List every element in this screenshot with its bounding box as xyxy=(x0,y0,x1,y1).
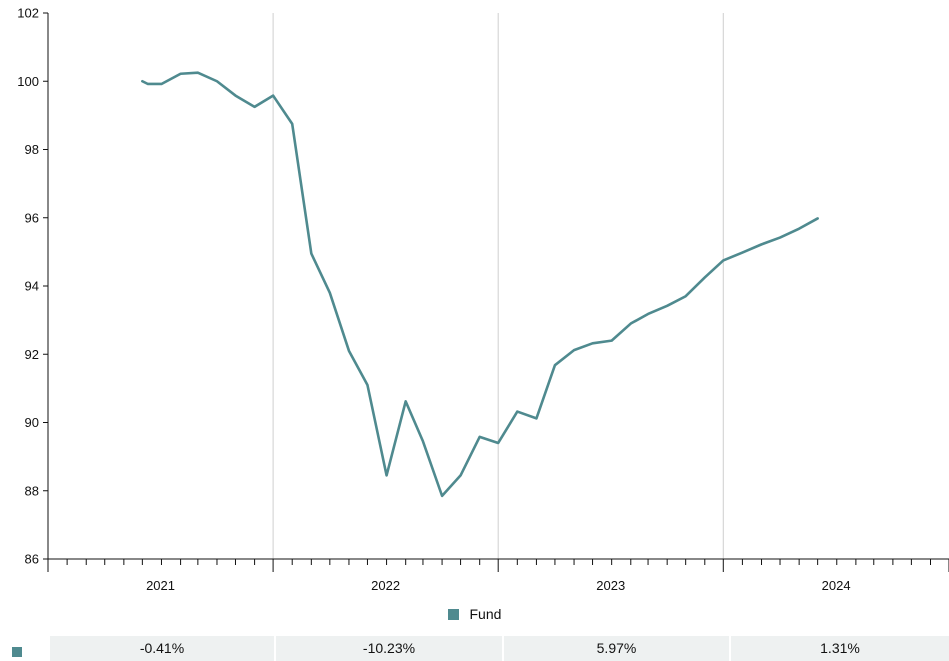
y-tick-label-92: 92 xyxy=(25,347,39,362)
y-tick-label-94: 94 xyxy=(25,279,39,294)
axes xyxy=(43,12,949,572)
x-tick-label-2022: 2022 xyxy=(371,578,400,593)
series-line-fund xyxy=(141,71,819,498)
legend-swatch-fund xyxy=(447,609,459,620)
y-tick-label-100: 100 xyxy=(17,74,39,89)
gridlines xyxy=(272,13,724,559)
annual-returns-row: -0.41% -10.23% 5.97% 1.31% xyxy=(0,636,949,661)
y-tick-label-96: 96 xyxy=(25,210,39,225)
x-tick-label-2023: 2023 xyxy=(596,578,625,593)
y-tick-label-98: 98 xyxy=(25,142,39,157)
y-tick-label-88: 88 xyxy=(25,483,39,498)
return-cell-2022: -10.23% xyxy=(276,636,502,661)
legend: Fund xyxy=(0,606,949,622)
legend-label-fund: Fund xyxy=(469,606,502,622)
y-tick-label-90: 90 xyxy=(25,415,39,430)
series-layer xyxy=(141,71,819,498)
tick-labels: 86 88 90 92 94 96 98 100 102 2021 2022 2023 2024 xyxy=(17,6,850,594)
line-chart: 86 88 90 92 94 96 98 100 102 2021 2022 2023 2024 xyxy=(17,6,949,594)
return-cell-2024: 1.31% xyxy=(731,636,949,661)
y-tick-label-86: 86 xyxy=(25,552,39,567)
y-tick-label-102: 102 xyxy=(17,6,39,21)
returns-series-marker xyxy=(12,647,22,657)
x-tick-label-2024: 2024 xyxy=(822,578,851,593)
return-cell-2021: -0.41% xyxy=(50,636,274,661)
return-cell-2023: 5.97% xyxy=(504,636,729,661)
x-tick-label-2021: 2021 xyxy=(146,578,175,593)
